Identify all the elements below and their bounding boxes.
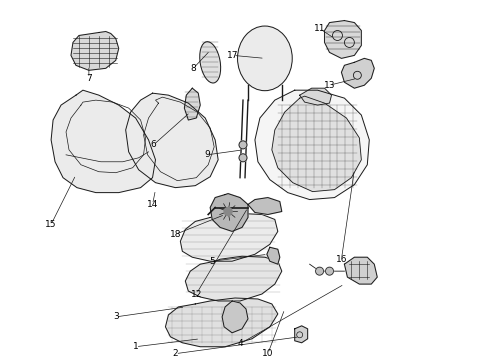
Text: 3: 3	[113, 312, 119, 321]
Ellipse shape	[237, 26, 292, 91]
Text: 5: 5	[209, 257, 215, 266]
Polygon shape	[222, 301, 247, 333]
Text: 13: 13	[323, 81, 335, 90]
Polygon shape	[344, 257, 376, 284]
Text: 11: 11	[313, 24, 325, 33]
Text: 7: 7	[86, 74, 92, 83]
Ellipse shape	[199, 42, 220, 83]
Polygon shape	[180, 213, 277, 261]
Circle shape	[325, 267, 333, 275]
Polygon shape	[125, 93, 218, 188]
Polygon shape	[254, 90, 368, 199]
Text: 16: 16	[335, 255, 346, 264]
Polygon shape	[185, 256, 281, 301]
Text: 1: 1	[132, 342, 138, 351]
Circle shape	[224, 207, 232, 216]
Polygon shape	[165, 298, 277, 347]
Polygon shape	[247, 198, 281, 215]
Circle shape	[239, 154, 246, 162]
Circle shape	[315, 267, 323, 275]
Polygon shape	[210, 194, 247, 231]
Polygon shape	[299, 88, 331, 105]
Polygon shape	[324, 21, 361, 58]
Text: 8: 8	[190, 64, 196, 73]
Text: 17: 17	[227, 51, 238, 60]
Polygon shape	[71, 32, 119, 70]
Polygon shape	[184, 88, 200, 120]
Circle shape	[239, 141, 246, 149]
Polygon shape	[51, 90, 155, 193]
Text: 14: 14	[146, 200, 158, 209]
Text: 9: 9	[204, 150, 210, 159]
Text: 18: 18	[169, 230, 181, 239]
Text: 4: 4	[237, 339, 243, 348]
Polygon shape	[294, 326, 307, 343]
Polygon shape	[266, 247, 279, 264]
Text: 15: 15	[45, 220, 57, 229]
Text: 12: 12	[190, 289, 202, 298]
Text: 10: 10	[262, 349, 273, 358]
Polygon shape	[341, 58, 373, 88]
Polygon shape	[271, 96, 361, 192]
Text: 2: 2	[172, 349, 178, 358]
Text: 6: 6	[150, 140, 156, 149]
